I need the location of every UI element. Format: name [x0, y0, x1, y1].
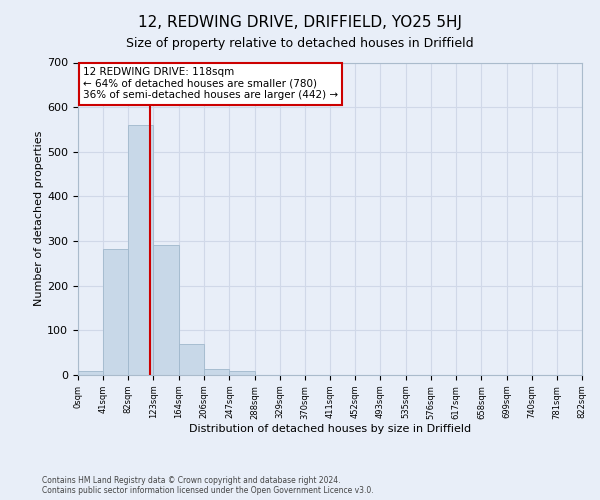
Text: Contains HM Land Registry data © Crown copyright and database right 2024.
Contai: Contains HM Land Registry data © Crown c… — [42, 476, 374, 495]
Bar — [179, 344, 203, 375]
Text: Size of property relative to detached houses in Driffield: Size of property relative to detached ho… — [126, 38, 474, 51]
Y-axis label: Number of detached properties: Number of detached properties — [34, 131, 44, 306]
Bar — [205, 369, 229, 375]
Text: 12 REDWING DRIVE: 118sqm
← 64% of detached houses are smaller (780)
36% of semi-: 12 REDWING DRIVE: 118sqm ← 64% of detach… — [83, 67, 338, 100]
Bar — [229, 370, 254, 375]
Text: 12, REDWING DRIVE, DRIFFIELD, YO25 5HJ: 12, REDWING DRIVE, DRIFFIELD, YO25 5HJ — [138, 15, 462, 30]
Bar — [154, 244, 179, 375]
Bar — [103, 249, 128, 375]
Bar — [78, 372, 103, 375]
X-axis label: Distribution of detached houses by size in Driffield: Distribution of detached houses by size … — [189, 424, 471, 434]
Bar — [128, 125, 154, 375]
